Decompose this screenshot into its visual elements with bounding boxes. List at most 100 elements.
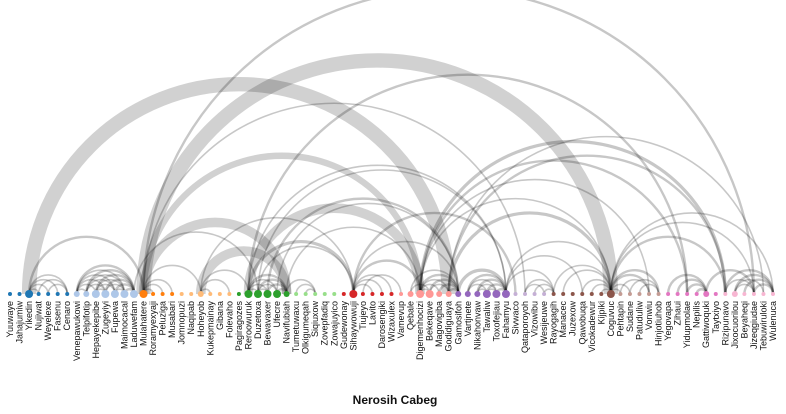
node-circle[interactable] (236, 292, 241, 296)
node-circle[interactable] (580, 292, 585, 296)
node-circle[interactable] (189, 292, 194, 296)
node-circle[interactable] (227, 292, 232, 296)
node-circle[interactable] (55, 292, 60, 296)
node-label: Qataporoyoh (520, 301, 530, 353)
node-circle[interactable] (570, 292, 575, 296)
node-circle[interactable] (120, 290, 129, 298)
node-circle[interactable] (589, 292, 594, 296)
node-circle[interactable] (379, 292, 384, 296)
node-label: Vizowibu (530, 301, 540, 337)
node-circle[interactable] (151, 292, 156, 296)
arc-link (447, 135, 765, 295)
node-circle[interactable] (46, 292, 51, 296)
node-circle[interactable] (501, 290, 510, 298)
node-label: Roramyexyaji (148, 301, 158, 356)
node-markers (8, 290, 775, 298)
node-circle[interactable] (618, 292, 623, 296)
node-circle[interactable] (407, 291, 414, 297)
node-circle[interactable] (283, 291, 290, 297)
node-circle[interactable] (656, 292, 661, 296)
node-circle[interactable] (341, 292, 346, 296)
node-circle[interactable] (436, 291, 443, 297)
node-circle[interactable] (83, 291, 90, 297)
node-circle[interactable] (464, 291, 471, 297)
node-circle[interactable] (713, 292, 718, 296)
node-circle[interactable] (91, 290, 100, 298)
node-circle[interactable] (685, 292, 690, 296)
node-circle[interactable] (332, 292, 337, 296)
node-circle[interactable] (294, 292, 299, 296)
node-circle[interactable] (703, 291, 710, 297)
node-circle[interactable] (65, 292, 70, 296)
node-label: Sihaywowuji (348, 301, 358, 351)
node-circle[interactable] (647, 292, 652, 296)
node-circle[interactable] (73, 291, 80, 297)
node-label: Pehtapin (615, 301, 625, 337)
node-labels: Yuuwaye Jahajumiw Yikedin Nujiwat Weyelexe Fa… (5, 300, 778, 361)
node-circle[interactable] (273, 290, 282, 298)
node-circle[interactable] (606, 290, 615, 298)
node-circle[interactable] (482, 290, 491, 298)
node-circle[interactable] (170, 292, 175, 296)
node-circle[interactable] (742, 292, 747, 296)
node-label: Hoheyob (196, 301, 206, 337)
node-circle[interactable] (474, 291, 481, 297)
node-circle[interactable] (217, 292, 222, 296)
node-circle[interactable] (110, 290, 119, 298)
node-circle[interactable] (513, 292, 518, 296)
node-circle[interactable] (25, 290, 34, 298)
node-circle[interactable] (532, 292, 537, 296)
node-circle[interactable] (129, 290, 138, 298)
node-circle[interactable] (139, 290, 148, 298)
node-circle[interactable] (523, 292, 528, 296)
node-circle[interactable] (723, 292, 728, 296)
node-circle[interactable] (599, 292, 604, 296)
node-circle[interactable] (455, 291, 462, 297)
node-circle[interactable] (253, 290, 262, 298)
node-circle[interactable] (425, 290, 434, 298)
node-label: Rayogagih (549, 301, 559, 344)
node-circle[interactable] (416, 290, 425, 298)
node-circle[interactable] (8, 292, 12, 296)
node-circle[interactable] (445, 291, 452, 297)
node-circle[interactable] (160, 292, 165, 296)
node-circle[interactable] (322, 292, 327, 296)
node-circle[interactable] (561, 292, 566, 296)
node-circle[interactable] (263, 290, 272, 298)
arc-link (466, 273, 508, 295)
node-circle[interactable] (751, 292, 756, 296)
arc-link (581, 279, 612, 295)
node-circle[interactable] (197, 291, 204, 297)
arc-link (285, 226, 421, 295)
node-circle[interactable] (637, 292, 642, 296)
node-circle[interactable] (492, 290, 501, 298)
node-circle[interactable] (179, 292, 184, 296)
arc-link (75, 264, 136, 295)
node-circle[interactable] (360, 292, 365, 296)
node-circle[interactable] (675, 292, 680, 296)
node-circle[interactable] (389, 292, 394, 296)
node-circle[interactable] (627, 292, 632, 296)
node-circle[interactable] (542, 292, 547, 296)
arc-link (142, 264, 202, 295)
node-circle[interactable] (303, 292, 308, 296)
node-circle[interactable] (731, 291, 738, 297)
node-circle[interactable] (101, 290, 110, 298)
node-circle[interactable] (551, 292, 556, 296)
node-circle[interactable] (370, 292, 375, 296)
node-label: Gibana (215, 301, 225, 330)
arc-link (199, 216, 355, 295)
node-circle[interactable] (666, 292, 671, 296)
node-label: Fasenu (53, 301, 63, 331)
node-circle[interactable] (36, 292, 41, 296)
node-circle[interactable] (761, 292, 766, 296)
node-circle[interactable] (399, 292, 404, 296)
node-circle[interactable] (771, 292, 775, 296)
node-circle[interactable] (244, 290, 253, 298)
node-circle[interactable] (349, 290, 358, 298)
node-circle[interactable] (313, 292, 318, 296)
node-circle[interactable] (694, 292, 699, 296)
node-circle[interactable] (208, 292, 213, 296)
node-circle[interactable] (17, 292, 22, 296)
node-label: Fupewa (110, 301, 120, 333)
